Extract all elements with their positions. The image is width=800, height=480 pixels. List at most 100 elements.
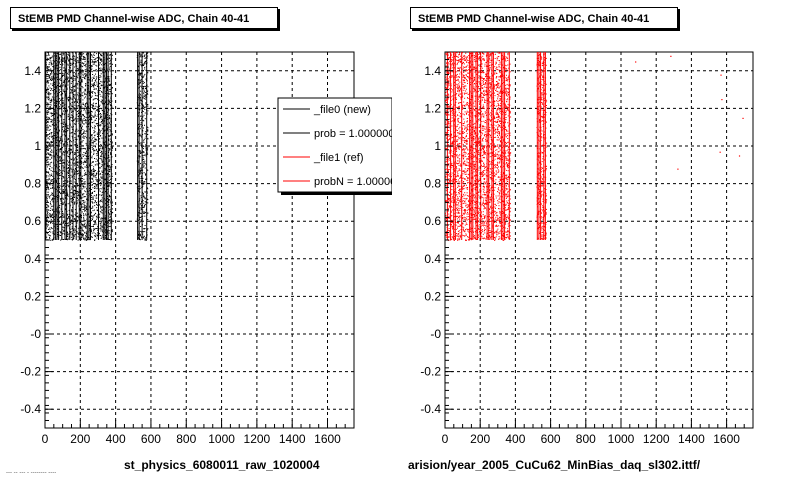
left-data-point [50, 63, 52, 65]
left-data-point [54, 52, 56, 54]
right-data-point [497, 56, 499, 58]
left-data-point [91, 236, 92, 238]
left-data-point [50, 204, 52, 206]
left-data-point [60, 87, 62, 89]
left-data-point [47, 142, 48, 144]
left-data-point [81, 86, 83, 87]
left-data-point [111, 146, 113, 148]
left-data-point [98, 108, 100, 110]
left-data-point [77, 77, 79, 79]
left-data-point [98, 83, 100, 85]
left-data-point [100, 218, 102, 220]
left-data-point [79, 68, 81, 70]
left-data-point [47, 52, 49, 54]
left-data-point [82, 200, 84, 202]
left-data-point [68, 106, 70, 108]
left-data-point [100, 55, 102, 56]
left-data-point [70, 228, 72, 230]
left-data-point [59, 155, 61, 157]
left-data-point [51, 113, 52, 115]
left-data-point [74, 185, 76, 187]
left-data-point [85, 66, 87, 68]
left-data-point [49, 118, 51, 120]
left-data-point [60, 171, 62, 173]
left-data-point [71, 69, 73, 71]
left-data-point [71, 239, 73, 241]
left-data-point [83, 59, 85, 60]
left-data-point [46, 119, 47, 121]
left-data-point [142, 97, 144, 99]
left-data-point [59, 61, 61, 63]
legend: _file0 (new)prob = 1.000000_file1 (ref)p… [277, 97, 392, 195]
left-data-point [91, 119, 93, 120]
left-data-point [139, 53, 141, 55]
left-data-point [83, 218, 85, 220]
left-data-point [87, 149, 89, 151]
left-data-point [144, 146, 146, 148]
left-data-point [106, 103, 108, 105]
left-data-point [97, 217, 99, 219]
left-data-point [139, 102, 141, 104]
left-data-point [95, 228, 97, 229]
left-data-point [83, 202, 85, 204]
left-data-point [71, 78, 73, 80]
left-data-point [147, 90, 149, 92]
left-data-point [84, 104, 86, 106]
left-data-point [63, 180, 65, 182]
left-data-point [100, 177, 102, 179]
left-x-tick-label: 1000 [208, 432, 235, 446]
left-data-point [70, 167, 72, 169]
right-data-point [459, 145, 461, 147]
left-data-point [73, 94, 75, 95]
left-data-point [76, 159, 78, 161]
left-data-point [106, 92, 108, 94]
right-data-point [478, 169, 480, 171]
left-data-point [77, 147, 79, 148]
left-data-point [112, 212, 114, 213]
left-data-point [46, 200, 48, 202]
right-data-point [495, 63, 497, 65]
left-data-point [67, 139, 69, 141]
left-data-point [99, 67, 100, 69]
left-data-point [60, 86, 62, 88]
left-data-point [143, 127, 144, 129]
left-data-point [90, 226, 92, 227]
left-data-point [73, 159, 75, 161]
left-data-point [143, 63, 145, 64]
left-data-point [49, 144, 51, 146]
left-data-point [96, 57, 98, 59]
left-data-point [105, 219, 107, 221]
left-data-point [84, 133, 86, 135]
left-data-point [68, 60, 70, 62]
left-data-point [83, 225, 85, 227]
left-data-point [62, 212, 64, 214]
left-data-point [145, 153, 147, 155]
left-data-point [62, 61, 64, 62]
left-data-point [54, 82, 56, 84]
left-data-point [96, 155, 98, 157]
left-data-point [70, 145, 72, 147]
left-data-point [69, 151, 71, 153]
left-data-point [63, 229, 65, 231]
left-data-point [81, 175, 83, 177]
left-data-point [140, 152, 142, 154]
left-data-point [81, 141, 83, 143]
left-data-point [100, 95, 102, 97]
left-data-point [50, 222, 52, 223]
left-data-point [92, 173, 94, 175]
left-data-point [145, 69, 147, 71]
left-data-point [91, 200, 93, 202]
left-data-point [55, 56, 57, 58]
left-data-point [82, 114, 84, 116]
left-data-point [52, 75, 54, 77]
left-data-point [111, 106, 113, 108]
left-data-point [74, 201, 76, 203]
left-data-point [91, 136, 93, 138]
left-data-point [94, 114, 96, 116]
left-data-point [73, 96, 75, 98]
left-data-point [96, 115, 98, 117]
right-data-point [464, 121, 465, 123]
left-data-point [62, 147, 63, 149]
left-data-point [55, 152, 57, 154]
left-data-point [51, 79, 53, 81]
